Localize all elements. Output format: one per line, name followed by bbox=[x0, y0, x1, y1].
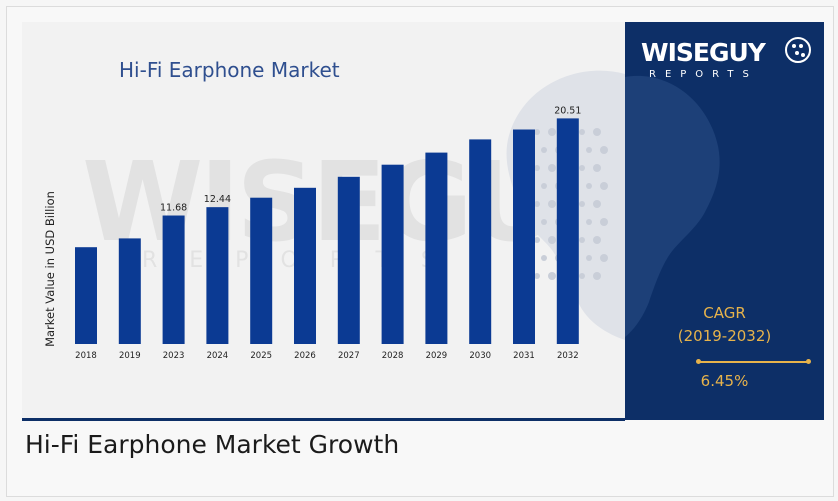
x-tick-2025: 2025 bbox=[250, 351, 272, 361]
silhouette-dot bbox=[579, 165, 585, 171]
figure-caption: Hi-Fi Earphone Market Growth bbox=[25, 430, 400, 459]
silhouette-dot bbox=[548, 200, 556, 208]
silhouette-dot bbox=[534, 201, 540, 207]
bar-2027 bbox=[337, 176, 360, 344]
x-tick-2030: 2030 bbox=[469, 351, 491, 361]
silhouette-dot bbox=[586, 147, 592, 153]
x-tick-2026: 2026 bbox=[294, 351, 316, 361]
cagr-period: (2019-2032) bbox=[677, 327, 772, 345]
bar-2019 bbox=[118, 238, 141, 344]
silhouette-dot bbox=[593, 272, 601, 280]
silhouette-dot bbox=[593, 200, 601, 208]
silhouette-dot bbox=[600, 182, 608, 190]
x-tick-2019: 2019 bbox=[119, 351, 141, 361]
value-label-2024: 12.44 bbox=[204, 194, 231, 205]
silhouette-dot bbox=[593, 128, 601, 136]
panel-silhouette bbox=[625, 75, 720, 337]
silhouette-dot bbox=[579, 129, 585, 135]
silhouette-dot bbox=[586, 255, 592, 261]
bar-2026 bbox=[294, 187, 316, 344]
cagr-divider bbox=[698, 361, 808, 363]
x-tick-2027: 2027 bbox=[338, 351, 360, 361]
silhouette-dot bbox=[586, 219, 592, 225]
bars bbox=[75, 118, 579, 344]
silhouette-dot bbox=[541, 147, 547, 153]
silhouette-dot bbox=[600, 218, 608, 226]
bar-2025 bbox=[250, 197, 273, 344]
chart-title: Hi-Fi Earphone Market bbox=[119, 58, 340, 82]
cagr-label: CAGR bbox=[703, 304, 746, 322]
silhouette-dot bbox=[534, 273, 540, 279]
silhouette-dot bbox=[548, 236, 556, 244]
x-axis-ticks: 2018 2019 2023 2024 2025 2026 2027 2028 2029 2030… bbox=[75, 351, 578, 361]
bar-2032 bbox=[556, 118, 579, 344]
bar-2023 bbox=[162, 215, 185, 344]
value-labels: 11.68 12.44 20.51 bbox=[160, 105, 581, 213]
x-tick-2024: 2024 bbox=[207, 351, 229, 361]
silhouette-dot bbox=[548, 128, 556, 136]
bottom-rule bbox=[22, 418, 625, 421]
x-tick-2031: 2031 bbox=[513, 351, 535, 361]
silhouette-dot bbox=[534, 237, 540, 243]
bar-2024 bbox=[206, 207, 229, 344]
silhouette-dot bbox=[600, 146, 608, 154]
x-tick-2023: 2023 bbox=[163, 351, 185, 361]
bar-2029 bbox=[425, 152, 448, 344]
silhouette-dot bbox=[541, 183, 547, 189]
x-tick-2028: 2028 bbox=[382, 351, 404, 361]
silhouette-dot bbox=[534, 165, 540, 171]
x-tick-2018: 2018 bbox=[75, 351, 97, 361]
silhouette-dot bbox=[593, 236, 601, 244]
silhouette-dot bbox=[579, 201, 585, 207]
value-label-2032: 20.51 bbox=[554, 105, 581, 116]
silhouette-dot bbox=[586, 183, 592, 189]
bar-2030 bbox=[469, 139, 492, 344]
cagr-divider-dot-right bbox=[806, 359, 811, 364]
logo-wordmark: WISEGUY bbox=[641, 38, 766, 67]
silhouette-dot bbox=[579, 237, 585, 243]
silhouette-dot bbox=[541, 255, 547, 261]
silhouette-dot bbox=[548, 272, 556, 280]
bar-2018 bbox=[75, 247, 97, 344]
x-tick-2029: 2029 bbox=[426, 351, 448, 361]
silhouette-dot bbox=[600, 254, 608, 262]
branding-panel: WISEGUY REPORTS CAGR (2019-2032) 6.45% bbox=[625, 22, 824, 420]
value-label-2023: 11.68 bbox=[160, 203, 187, 214]
x-tick-2032: 2032 bbox=[557, 351, 579, 361]
silhouette-dot bbox=[548, 164, 556, 172]
cagr-value: 6.45% bbox=[700, 372, 749, 390]
silhouette-dot bbox=[593, 164, 601, 172]
y-axis-label: Market Value in USD Billion bbox=[43, 191, 57, 347]
bar-2031 bbox=[513, 129, 535, 344]
logo-subtext: REPORTS bbox=[649, 69, 758, 80]
bar-2028 bbox=[381, 164, 404, 344]
silhouette-dot bbox=[541, 219, 547, 225]
silhouette-dot bbox=[579, 273, 585, 279]
silhouette-dot bbox=[534, 129, 540, 135]
cagr-divider-dot-left bbox=[696, 359, 701, 364]
